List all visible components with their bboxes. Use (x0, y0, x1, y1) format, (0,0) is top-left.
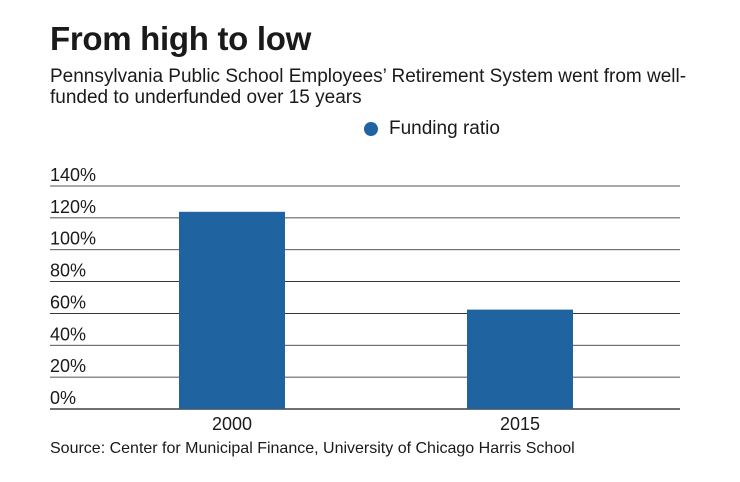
chart-subtitle: Pennsylvania Public School Employees’ Re… (50, 66, 687, 108)
x-tick-label: 2015 (500, 414, 540, 434)
y-tick-label: 40% (50, 324, 86, 344)
y-tick-label: 140% (50, 165, 96, 185)
bar-2000 (179, 211, 285, 409)
y-tick-label: 60% (50, 292, 86, 312)
y-tick-label: 120% (50, 197, 96, 217)
y-tick-label: 0% (50, 388, 76, 408)
y-tick-label: 20% (50, 356, 86, 376)
x-tick-label: 2000 (212, 414, 252, 434)
legend-label: Funding ratio (389, 118, 500, 139)
chart-title: From high to low (50, 20, 311, 57)
legend-swatch (364, 122, 378, 136)
legend: Funding ratio (364, 118, 500, 140)
y-tick-label: 100% (50, 229, 96, 249)
bar-2015 (467, 309, 573, 409)
source-note: Source: Center for Municipal Finance, Un… (50, 440, 575, 457)
y-tick-label: 80% (50, 261, 86, 281)
